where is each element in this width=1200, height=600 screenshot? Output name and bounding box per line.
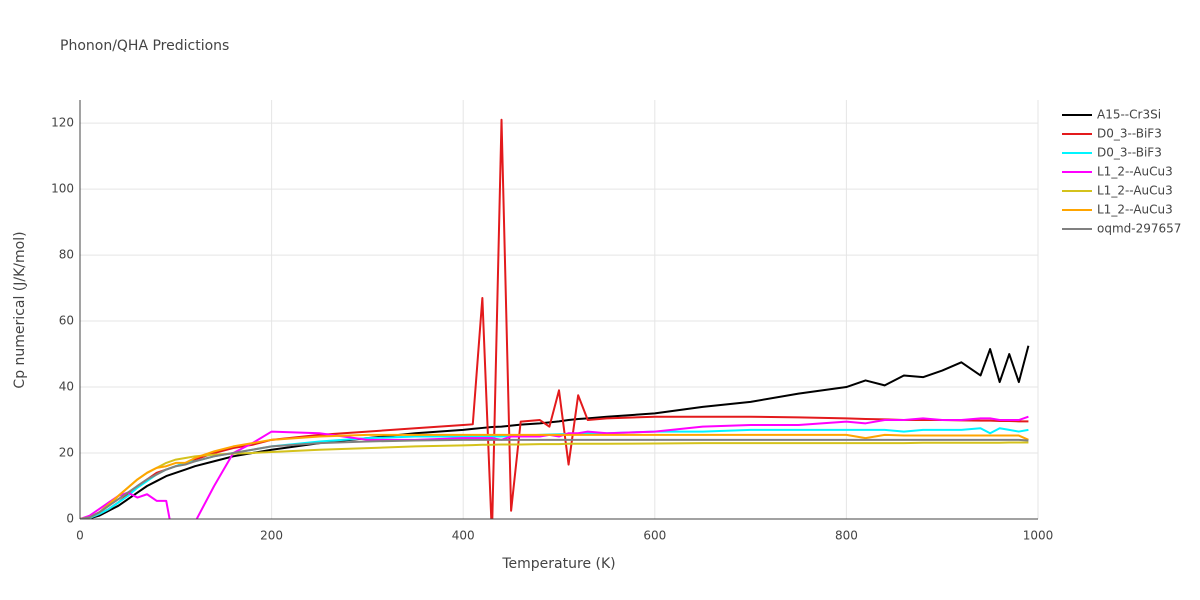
series-line [80,415,1029,519]
series-line [80,441,1029,519]
y-tick-label: 60 [59,314,74,328]
x-tick-label: 800 [835,529,858,543]
y-tick-label: 120 [51,116,74,130]
x-tick-label: 1000 [1023,529,1054,543]
legend-label: oqmd-297657 [1097,222,1181,236]
legend: A15--Cr3Si D0_3--BiF3 D0_3--BiF3 L1_2--AuCu… [1062,108,1181,236]
chart-title: Phonon/QHA Predictions [60,38,229,54]
y-tick-label: 100 [51,182,74,196]
legend-label: L1_2--AuCu3 [1097,203,1173,217]
y-tick-label: 80 [59,248,74,262]
legend-label: L1_2--AuCu3 [1097,184,1173,198]
y-tick-label: 40 [59,380,74,394]
legend-label: D0_3--BiF3 [1097,146,1162,160]
x-tick-label: 600 [643,529,666,543]
x-axis-title: Temperature (K) [501,556,615,572]
series-line [80,345,1030,519]
plot-area [80,118,1030,519]
y-tick-label: 0 [66,512,74,526]
series-line [80,438,1029,519]
legend-label: D0_3--BiF3 [1097,127,1162,141]
series-line [80,433,1029,519]
x-tick-label: 400 [452,529,475,543]
y-axis-title: Cp numerical (J/K/mol) [12,231,28,388]
x-tick-label: 0 [76,529,84,543]
grid [79,100,1039,520]
legend-label: A15--Cr3Si [1097,108,1161,122]
legend-label: L1_2--AuCu3 [1097,165,1173,179]
y-tick-label: 20 [59,446,74,460]
x-tick-label: 200 [260,529,283,543]
